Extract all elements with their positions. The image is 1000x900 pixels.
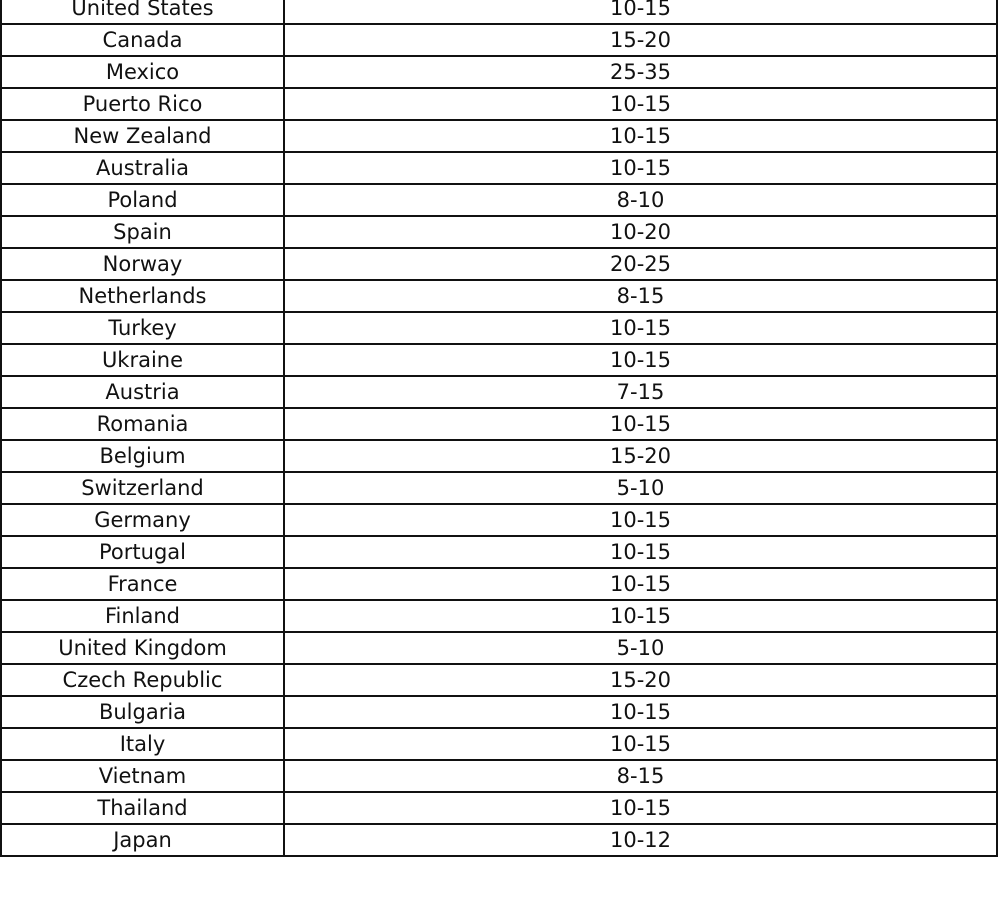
- country-cell: Turkey: [0, 311, 285, 345]
- table-row: Thailand 10-15: [0, 791, 998, 825]
- country-cell: Bulgaria: [0, 695, 285, 729]
- range-cell: 10-15: [283, 535, 998, 569]
- country-cell: Puerto Rico: [0, 87, 285, 121]
- table-row: Australia 10-15: [0, 151, 998, 185]
- country-cell: New Zealand: [0, 119, 285, 153]
- range-cell: 25-35: [283, 55, 998, 89]
- country-cell: Ukraine: [0, 343, 285, 377]
- range-cell: 10-15: [283, 727, 998, 761]
- table-row: Finland 10-15: [0, 599, 998, 633]
- range-cell: 10-15: [283, 119, 998, 153]
- table-row: Bulgaria 10-15: [0, 695, 998, 729]
- table-row: Mexico 25-35: [0, 55, 998, 89]
- country-cell: Italy: [0, 727, 285, 761]
- range-cell: 15-20: [283, 439, 998, 473]
- country-cell: Portugal: [0, 535, 285, 569]
- country-cell: Czech Republic: [0, 663, 285, 697]
- range-cell: 10-15: [283, 567, 998, 601]
- range-cell: 10-15: [283, 311, 998, 345]
- table-row: New Zealand 10-15: [0, 119, 998, 153]
- table-row: Austria 7-15: [0, 375, 998, 409]
- country-cell: United Kingdom: [0, 631, 285, 665]
- table-row: Netherlands 8-15: [0, 279, 998, 313]
- table-row: Vietnam 8-15: [0, 759, 998, 793]
- range-cell: 10-15: [283, 151, 998, 185]
- range-cell: 10-15: [283, 695, 998, 729]
- range-cell: 5-10: [283, 631, 998, 665]
- table-row: Japan 10-12: [0, 823, 998, 857]
- table-row: United Kingdom 5-10: [0, 631, 998, 665]
- country-cell: Finland: [0, 599, 285, 633]
- range-cell: 10-15: [283, 0, 998, 25]
- table-row: Germany 10-15: [0, 503, 998, 537]
- country-cell: Japan: [0, 823, 285, 857]
- country-cell: Belgium: [0, 439, 285, 473]
- range-cell: 15-20: [283, 663, 998, 697]
- table-row: Norway 20-25: [0, 247, 998, 281]
- range-cell: 10-15: [283, 503, 998, 537]
- country-cell: Netherlands: [0, 279, 285, 313]
- country-cell: Vietnam: [0, 759, 285, 793]
- country-range-table: United States 10-15 Canada 15-20 Mexico 25-35…: [0, 0, 998, 857]
- table-row: Canada 15-20: [0, 23, 998, 57]
- table-row: France 10-15: [0, 567, 998, 601]
- range-cell: 10-15: [283, 599, 998, 633]
- range-cell: 5-10: [283, 471, 998, 505]
- country-cell: Romania: [0, 407, 285, 441]
- country-cell: Switzerland: [0, 471, 285, 505]
- range-cell: 8-15: [283, 279, 998, 313]
- range-cell: 20-25: [283, 247, 998, 281]
- table-row: Puerto Rico 10-15: [0, 87, 998, 121]
- country-cell: Germany: [0, 503, 285, 537]
- range-cell: 10-15: [283, 407, 998, 441]
- country-cell: Austria: [0, 375, 285, 409]
- table-row: Italy 10-15: [0, 727, 998, 761]
- country-cell: Spain: [0, 215, 285, 249]
- country-cell: Canada: [0, 23, 285, 57]
- table-row: Switzerland 5-10: [0, 471, 998, 505]
- country-cell: France: [0, 567, 285, 601]
- country-cell: Norway: [0, 247, 285, 281]
- table-row: Belgium 15-20: [0, 439, 998, 473]
- country-cell: Australia: [0, 151, 285, 185]
- country-cell: Mexico: [0, 55, 285, 89]
- range-cell: 10-15: [283, 791, 998, 825]
- range-cell: 8-10: [283, 183, 998, 217]
- range-cell: 7-15: [283, 375, 998, 409]
- range-cell: 15-20: [283, 23, 998, 57]
- table-row: Turkey 10-15: [0, 311, 998, 345]
- range-cell: 10-12: [283, 823, 998, 857]
- table-row: Ukraine 10-15: [0, 343, 998, 377]
- range-cell: 8-15: [283, 759, 998, 793]
- country-cell: Poland: [0, 183, 285, 217]
- country-cell: United States: [0, 0, 285, 25]
- range-cell: 10-15: [283, 87, 998, 121]
- table-row: Czech Republic 15-20: [0, 663, 998, 697]
- table-row: United States 10-15: [0, 0, 998, 25]
- table-row: Poland 8-10: [0, 183, 998, 217]
- country-cell: Thailand: [0, 791, 285, 825]
- range-cell: 10-20: [283, 215, 998, 249]
- table-row: Romania 10-15: [0, 407, 998, 441]
- range-cell: 10-15: [283, 343, 998, 377]
- table-row: Spain 10-20: [0, 215, 998, 249]
- table-row: Portugal 10-15: [0, 535, 998, 569]
